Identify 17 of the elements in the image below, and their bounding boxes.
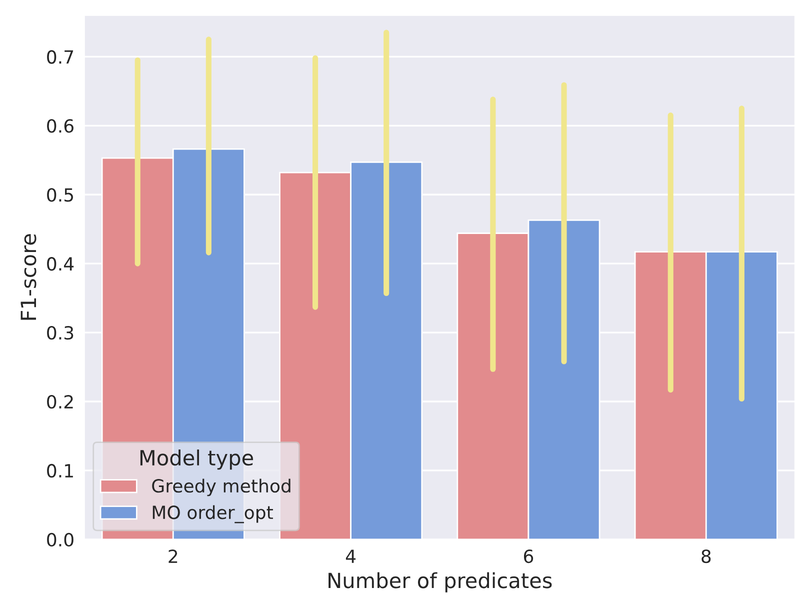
y-tick-label: 0.1 xyxy=(47,464,73,478)
x-tick-label: 8 xyxy=(702,549,711,564)
legend-label: MO order_opt xyxy=(152,505,273,524)
y-tick-label: 0.5 xyxy=(47,188,74,202)
x-tick-label: 6 xyxy=(524,549,534,564)
y-tick-label: 0.3 xyxy=(47,326,74,340)
y-tick-label: 0.2 xyxy=(47,394,73,409)
x-axis-title: Number of predicates xyxy=(328,572,552,592)
legend-title: Model type xyxy=(140,450,254,470)
y-tick-label: 0.0 xyxy=(47,532,74,547)
x-tick-label: 4 xyxy=(346,550,356,563)
y-tick-label: 0.4 xyxy=(47,257,74,271)
y-axis-title: F1-score xyxy=(20,234,36,320)
y-tick-label: 0.7 xyxy=(47,50,74,64)
y-tick-label: 0.6 xyxy=(47,119,74,133)
x-tick-label: 2 xyxy=(168,549,178,563)
legend-label: Greedy method xyxy=(152,478,290,496)
